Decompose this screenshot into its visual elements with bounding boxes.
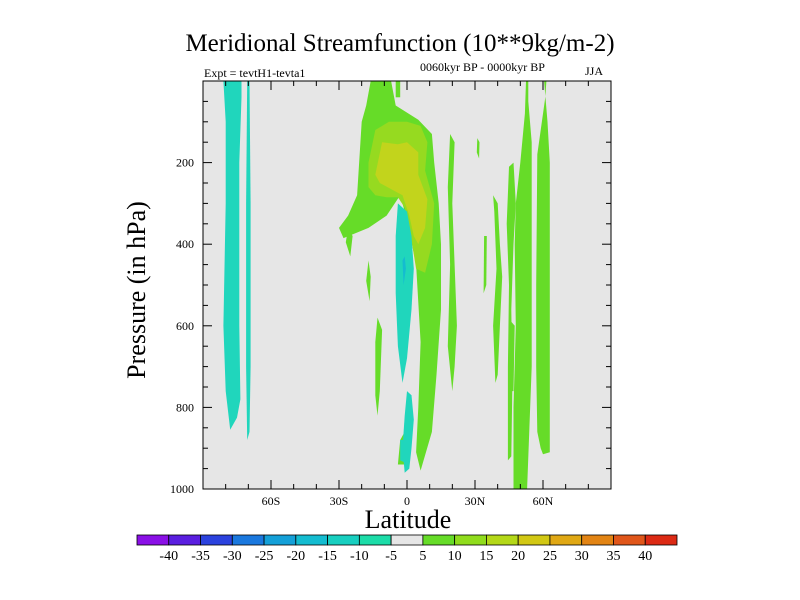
x-tick-label-3: 30N xyxy=(465,494,486,508)
colorbar-label-11: 20 xyxy=(511,549,525,564)
colorbar-box-7 xyxy=(358,534,392,546)
contour-region-20 xyxy=(395,203,414,383)
colorbar-label-6: -10 xyxy=(350,549,369,564)
x-tick-label-0: 60S xyxy=(262,494,281,508)
colorbar-box-5 xyxy=(295,534,328,546)
colorbar-box-16 xyxy=(644,534,678,546)
contour-region-12 xyxy=(519,285,525,489)
y-tick-label-1: 400 xyxy=(176,237,194,251)
contour-region-0 xyxy=(223,81,242,430)
contour-region-10 xyxy=(536,81,550,455)
colorbar-label-12: 25 xyxy=(543,549,557,564)
colorbar-box-0 xyxy=(136,534,170,546)
experiment-label: Expt = tevtH1-tevta1 xyxy=(204,66,306,80)
colorbar-label-1: -35 xyxy=(191,549,210,564)
colorbar-label-10: 15 xyxy=(479,549,493,564)
axis-ticks: 60S 30S 0 30N 60N 200 400 600 800 1000 xyxy=(170,81,611,508)
chart-subtitle: 0060kyr BP - 0000kyr BP xyxy=(420,60,545,74)
contour-region-19 xyxy=(395,81,401,98)
colorbar-box-15 xyxy=(613,534,646,546)
contour-region-13 xyxy=(506,162,516,461)
contour-region-9 xyxy=(361,162,369,200)
y-tick-label-3: 800 xyxy=(176,400,194,414)
colorbar-label-9: 10 xyxy=(448,549,462,564)
contour-region-11 xyxy=(513,81,532,489)
contour-region-17 xyxy=(483,236,487,294)
colorbar-box-8 xyxy=(390,534,424,546)
colorbar-label-2: -30 xyxy=(223,549,242,564)
colorbar-label-14: 35 xyxy=(606,549,620,564)
x-tick-label-1: 30S xyxy=(330,494,349,508)
colorbar-box-10 xyxy=(454,534,487,546)
y-tick-label-4: 1000 xyxy=(170,482,194,496)
colorbar-label-15: 40 xyxy=(638,549,652,564)
colorbar-box-9 xyxy=(422,534,456,546)
contour-region-16 xyxy=(476,138,480,159)
contour-region-22 xyxy=(402,391,414,473)
contour-region-4 xyxy=(375,142,428,245)
colorbar-box-2 xyxy=(200,534,233,546)
colorbar-label-4: -20 xyxy=(286,549,305,564)
chart-title: Meridional Streamfunction (10**9kg/m-2) xyxy=(185,30,615,57)
colorbar-box-3 xyxy=(231,534,265,546)
colorbar-box-13 xyxy=(549,534,583,546)
contour-regions xyxy=(223,81,550,489)
contour-region-21 xyxy=(402,256,406,285)
colorbar-label-5: -15 xyxy=(318,549,337,564)
contour-region-14 xyxy=(493,195,503,383)
contour-region-6 xyxy=(375,317,383,416)
contour-region-23 xyxy=(400,440,405,463)
colorbar-box-6 xyxy=(327,534,360,546)
colorbar-label-13: 30 xyxy=(575,549,589,564)
x-tick-label-4: 60N xyxy=(533,494,554,508)
y-tick-label-0: 200 xyxy=(176,156,194,170)
contour-region-1 xyxy=(246,81,251,440)
colorbar-box-14 xyxy=(581,534,614,546)
colorbar-box-12 xyxy=(517,534,551,546)
y-tick-label-2: 600 xyxy=(176,319,194,333)
colorbar-box-11 xyxy=(486,534,519,546)
colorbar-label-3: -25 xyxy=(255,549,274,564)
colorbar-label-8: 5 xyxy=(419,549,426,564)
contour-region-18 xyxy=(510,321,515,392)
colorbar-label-7: -5 xyxy=(385,549,397,564)
colorbar-label-0: -40 xyxy=(159,549,178,564)
colorbar-box-4 xyxy=(263,534,297,546)
contour-region-7 xyxy=(366,260,371,302)
contour-region-8 xyxy=(345,227,353,257)
x-tick-label-2: 0 xyxy=(404,494,410,508)
x-axis-label: Latitude xyxy=(364,505,452,534)
season-label: JJA xyxy=(585,64,604,78)
colorbar-box-1 xyxy=(168,534,201,546)
contour-region-15 xyxy=(447,134,457,392)
colorbar: -40 -35 -30 -25 -20 -15 -10 -5 5 10 15 20 25 30 35 40 xyxy=(136,534,678,564)
